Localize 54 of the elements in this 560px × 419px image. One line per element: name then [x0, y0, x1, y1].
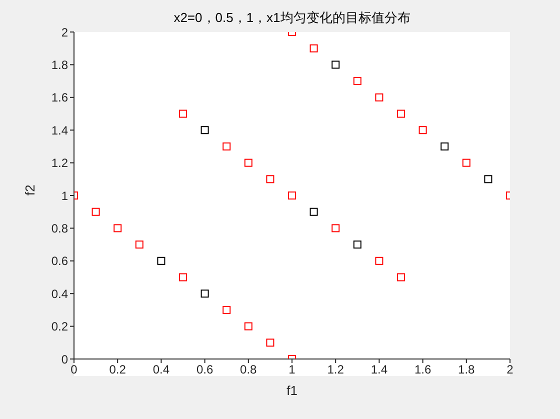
point	[92, 208, 100, 216]
x-tick-label: 1.6	[414, 362, 432, 377]
y-tick-label: 2	[61, 25, 68, 40]
x-tick-label: 2	[506, 362, 514, 377]
x-tick-label: 0.2	[109, 362, 126, 377]
point	[266, 338, 274, 347]
point	[397, 273, 405, 282]
y-tick-label: 0.6	[51, 254, 68, 268]
point	[157, 256, 166, 265]
point	[310, 44, 318, 52]
y-tick-label: 0	[61, 352, 68, 366]
x-tick-label: 0.4	[152, 362, 170, 377]
point	[179, 273, 187, 282]
y-tick-label: 0.8	[51, 221, 68, 236]
x-tick-label: 0.8	[240, 362, 258, 377]
point	[440, 142, 449, 150]
x-tick-label: 1.2	[327, 362, 344, 377]
point	[332, 224, 340, 232]
x-tick-label: 1.4	[370, 362, 388, 377]
x-tick-label: 0	[70, 362, 78, 377]
point	[353, 240, 362, 249]
point	[375, 93, 384, 102]
y-tick-label: 1.8	[51, 58, 68, 72]
y-axis-title: f2	[22, 184, 38, 196]
y-tick-label: 0.2	[51, 320, 68, 334]
point	[222, 306, 231, 314]
point	[266, 175, 274, 184]
point	[135, 240, 144, 249]
point	[353, 77, 362, 86]
point	[288, 192, 296, 200]
y-tick-label: 1.2	[51, 156, 68, 170]
x-tick-label: 1.8	[458, 362, 476, 377]
x-tick-label: 1	[288, 362, 296, 377]
y-tick-label: 1	[61, 188, 68, 203]
point	[310, 208, 318, 216]
x-axis-title: f1	[286, 383, 298, 398]
y-tick-label: 1.6	[51, 90, 68, 105]
y-tick-label: 0.4	[51, 286, 68, 301]
point	[332, 60, 340, 69]
point	[375, 256, 384, 265]
point	[462, 158, 470, 167]
x-tick-label: 0.6	[196, 362, 214, 377]
point	[179, 110, 187, 118]
point	[397, 110, 405, 118]
point	[200, 126, 209, 134]
point	[244, 322, 252, 330]
y-tick-label: 1.4	[51, 123, 68, 138]
point	[484, 175, 492, 184]
point	[418, 126, 427, 134]
point	[222, 142, 231, 150]
point	[114, 224, 122, 232]
point	[200, 290, 209, 298]
point	[244, 158, 252, 167]
chart-title: x2=0，0.5，1，x1均匀变化的目标值分布	[174, 10, 410, 25]
